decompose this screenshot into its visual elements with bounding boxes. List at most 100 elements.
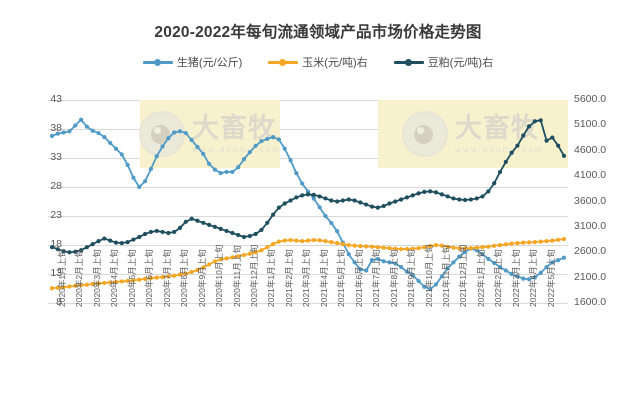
data-point[interactable] <box>206 262 212 267</box>
data-point[interactable] <box>73 249 78 254</box>
data-point[interactable] <box>468 246 474 251</box>
data-point[interactable] <box>300 181 305 186</box>
data-point[interactable] <box>364 268 369 273</box>
data-point[interactable] <box>556 257 561 263</box>
data-point[interactable] <box>532 275 538 280</box>
data-point[interactable] <box>253 231 258 237</box>
data-point[interactable] <box>515 241 520 246</box>
data-point[interactable] <box>526 124 532 129</box>
data-point[interactable] <box>276 239 282 244</box>
data-point[interactable] <box>294 170 299 176</box>
data-point[interactable] <box>241 252 247 258</box>
data-point[interactable] <box>451 260 456 265</box>
legend-item-soybean-meal[interactable]: 豆粕(元/吨)右 <box>393 54 493 70</box>
data-point[interactable] <box>224 228 229 234</box>
data-point[interactable] <box>236 165 241 170</box>
data-point[interactable] <box>521 276 526 281</box>
data-point[interactable] <box>224 256 229 261</box>
data-point[interactable] <box>96 281 101 286</box>
data-point[interactable] <box>259 227 264 233</box>
data-point[interactable] <box>201 151 206 157</box>
data-point[interactable] <box>236 254 241 259</box>
data-point[interactable] <box>148 166 154 172</box>
data-point[interactable] <box>131 237 136 242</box>
data-point[interactable] <box>172 273 177 278</box>
data-point[interactable] <box>183 130 188 136</box>
data-point[interactable] <box>556 237 561 242</box>
data-point[interactable] <box>509 241 514 246</box>
data-point[interactable] <box>393 199 398 204</box>
data-point[interactable] <box>201 220 206 225</box>
data-point[interactable] <box>428 189 433 194</box>
legend-item-hogs[interactable]: 生猪(元/公斤) <box>142 54 242 70</box>
data-point[interactable] <box>265 245 270 250</box>
data-point[interactable] <box>137 184 142 190</box>
data-point[interactable] <box>561 153 567 158</box>
data-point[interactable] <box>84 282 90 287</box>
data-point[interactable] <box>230 230 235 236</box>
data-point[interactable] <box>334 228 340 234</box>
data-point[interactable] <box>375 245 380 250</box>
data-point[interactable] <box>393 246 398 251</box>
data-point[interactable] <box>137 234 142 240</box>
data-point[interactable] <box>462 246 468 251</box>
data-point[interactable] <box>49 133 55 139</box>
data-point[interactable] <box>137 277 142 282</box>
data-point[interactable] <box>457 246 462 251</box>
data-point[interactable] <box>294 195 299 200</box>
data-point[interactable] <box>108 140 113 146</box>
data-point[interactable] <box>480 245 485 250</box>
data-point[interactable] <box>375 256 380 262</box>
data-point[interactable] <box>67 129 72 134</box>
data-point[interactable] <box>416 246 421 251</box>
data-point[interactable] <box>241 157 247 162</box>
data-point[interactable] <box>526 240 532 245</box>
data-point[interactable] <box>439 243 444 248</box>
data-point[interactable] <box>160 229 165 235</box>
data-point[interactable] <box>497 169 503 175</box>
data-point[interactable] <box>177 272 183 277</box>
data-point[interactable] <box>265 220 270 225</box>
data-point[interactable] <box>439 274 444 279</box>
data-point[interactable] <box>259 248 264 253</box>
data-point[interactable] <box>410 273 415 278</box>
data-point[interactable] <box>183 219 188 224</box>
data-point[interactable] <box>387 260 392 265</box>
data-point[interactable] <box>253 143 258 148</box>
data-point[interactable] <box>166 274 171 279</box>
data-point[interactable] <box>201 265 206 270</box>
data-point[interactable] <box>433 243 439 248</box>
data-point[interactable] <box>55 131 60 136</box>
data-point[interactable] <box>90 128 95 133</box>
data-point[interactable] <box>416 191 421 196</box>
data-point[interactable] <box>265 136 270 141</box>
data-point[interactable] <box>172 229 177 235</box>
data-point[interactable] <box>189 216 194 221</box>
data-point[interactable] <box>119 279 124 284</box>
data-point[interactable] <box>358 244 363 249</box>
data-point[interactable] <box>142 179 148 184</box>
data-point[interactable] <box>416 278 421 284</box>
data-point[interactable] <box>224 169 229 175</box>
data-point[interactable] <box>561 236 567 242</box>
data-point[interactable] <box>177 225 183 230</box>
data-point[interactable] <box>270 212 276 217</box>
data-point[interactable] <box>364 202 369 207</box>
data-point[interactable] <box>55 247 60 252</box>
data-point[interactable] <box>108 238 113 243</box>
data-point[interactable] <box>369 257 375 263</box>
data-point[interactable] <box>212 167 218 172</box>
data-point[interactable] <box>236 232 241 238</box>
data-point[interactable] <box>433 282 439 287</box>
data-point[interactable] <box>515 143 520 148</box>
data-point[interactable] <box>154 154 159 159</box>
data-point[interactable] <box>340 242 346 247</box>
data-point[interactable] <box>334 199 340 204</box>
data-point[interactable] <box>311 196 316 201</box>
data-point[interactable] <box>404 269 410 274</box>
data-point[interactable] <box>73 123 78 128</box>
data-point[interactable] <box>108 280 113 285</box>
data-point[interactable] <box>102 280 107 286</box>
data-point[interactable] <box>445 266 450 271</box>
data-point[interactable] <box>369 204 375 209</box>
